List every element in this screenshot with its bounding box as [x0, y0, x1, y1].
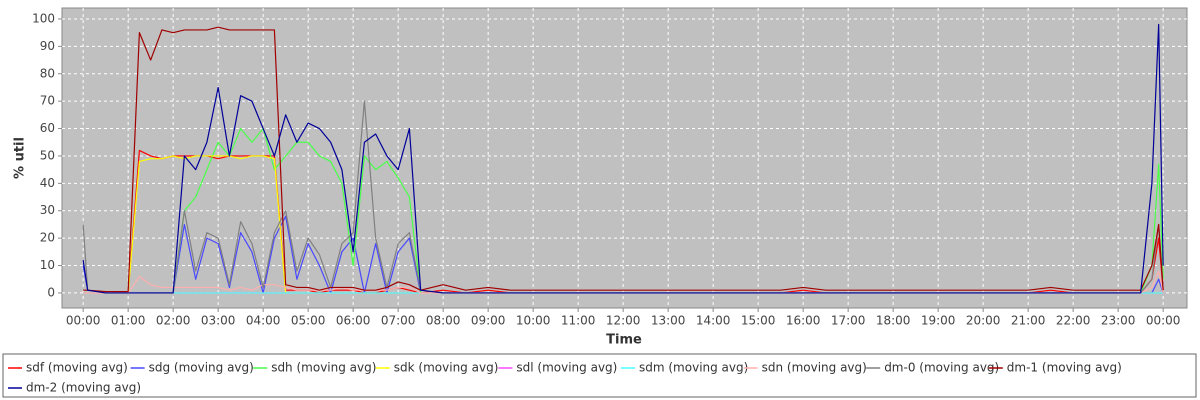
- y-tick-label: 60: [40, 121, 55, 135]
- legend-label: sdl (moving avg): [516, 361, 617, 375]
- x-tick-label: 00:00: [66, 314, 101, 328]
- x-tick-label: 00:00: [1146, 314, 1181, 328]
- x-tick-label: 13:00: [651, 314, 686, 328]
- series-line: [82, 23, 1164, 294]
- x-tick-label: 17:00: [831, 314, 866, 328]
- legend-label: sdm (moving avg): [639, 361, 748, 375]
- y-tick-label: 100: [32, 11, 55, 25]
- y-tick-label: 30: [40, 203, 55, 217]
- x-tick-label: 03:00: [201, 314, 236, 328]
- x-tick-label: 15:00: [741, 314, 776, 328]
- x-tick-label: 22:00: [1056, 314, 1091, 328]
- x-tick-label: 07:00: [381, 314, 416, 328]
- y-tick-label: 90: [40, 39, 55, 53]
- x-tick-label: 06:00: [336, 314, 371, 328]
- legend: sdf (moving avg) sdg (moving avg) sdh (mov…: [8, 361, 1122, 395]
- x-tick-label: 01:00: [111, 314, 146, 328]
- plot-area: [61, 7, 1188, 309]
- x-tick-label: 14:00: [696, 314, 731, 328]
- x-tick-label: 19:00: [921, 314, 956, 328]
- x-tick-label: 16:00: [786, 314, 821, 328]
- y-tick-label: 40: [40, 176, 55, 190]
- legend-label: dm-1 (moving avg): [1007, 361, 1122, 375]
- x-tick-label: 18:00: [876, 314, 911, 328]
- x-tick-label: 05:00: [291, 314, 326, 328]
- legend-box: [2, 353, 1197, 398]
- legend-label: sdf (moving avg): [26, 361, 128, 375]
- y-axis-title: % util: [13, 137, 28, 179]
- x-tick-label: 20:00: [966, 314, 1001, 328]
- legend-label: sdh (moving avg): [271, 361, 376, 375]
- y-tick-label: 10: [40, 258, 55, 272]
- x-tick-label: 23:00: [1101, 314, 1136, 328]
- y-tick-label: 70: [40, 94, 55, 108]
- y-tick-label: 80: [40, 66, 55, 80]
- y-tick-label: 0: [47, 285, 55, 299]
- x-tick-label: 12:00: [606, 314, 641, 328]
- legend-label: sdn (moving avg): [762, 361, 867, 375]
- x-tick-label: 02:00: [156, 314, 191, 328]
- x-tick-label: 08:00: [426, 314, 461, 328]
- series-line: [83, 26, 1164, 293]
- legend-label: dm-2 (moving avg): [26, 381, 141, 395]
- lines: [82, 23, 1164, 294]
- legend-label: dm-0 (moving avg): [884, 361, 999, 375]
- y-tick-label: 20: [40, 231, 55, 245]
- x-axis-title: Time: [606, 333, 642, 348]
- y-tick-label: 50: [40, 148, 55, 162]
- x-tick-label: 10:00: [516, 314, 551, 328]
- legend-label: sdk (moving avg): [394, 361, 499, 375]
- grid: [62, 8, 1187, 308]
- legend-label: sdg (moving avg): [149, 361, 254, 375]
- x-tick-label: 04:00: [246, 314, 281, 328]
- x-tick-label: 11:00: [561, 314, 596, 328]
- x-tick-label: 09:00: [471, 314, 506, 328]
- x-tick-label: 21:00: [1011, 314, 1046, 328]
